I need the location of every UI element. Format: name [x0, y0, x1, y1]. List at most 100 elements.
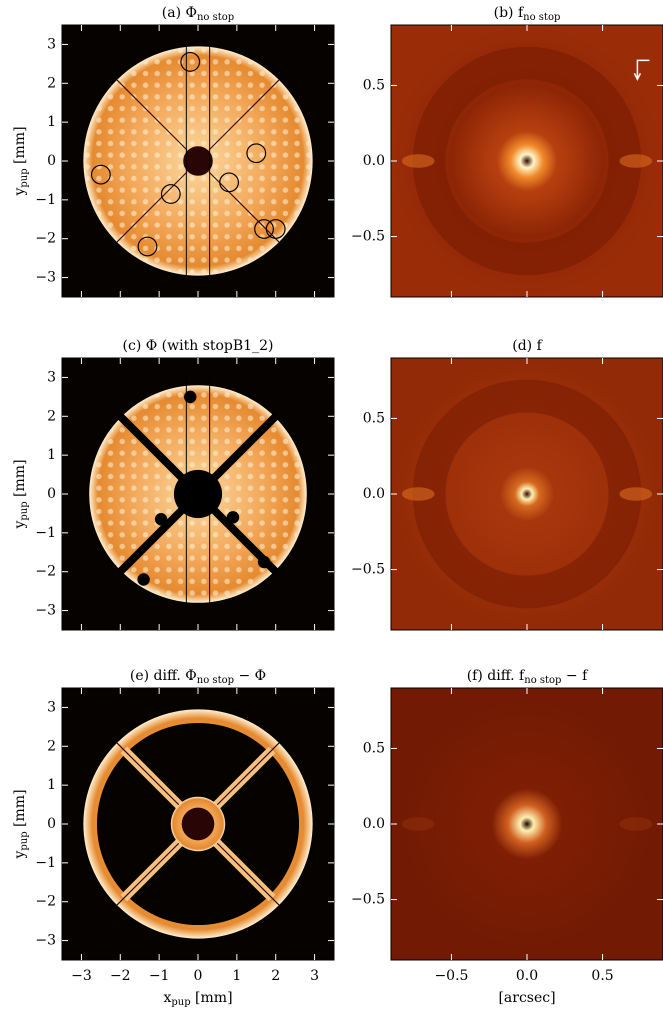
defect-circle	[219, 172, 239, 193]
x-axis-label-part: x	[163, 990, 171, 1006]
x-axis-label-part: [mm]	[191, 990, 233, 1006]
y-tick-label: −2	[35, 231, 56, 247]
image	[62, 688, 334, 960]
spider	[211, 837, 280, 906]
panel: −0.5 0.0 0.5 −0.5 0.0 0.5 (f) diff. fno stop −…	[351, 668, 663, 1006]
y-tick-label: 1	[47, 114, 56, 130]
spider	[116, 412, 190, 486]
panel-title-part: (e) diff. Φ	[130, 668, 197, 684]
panel-title-part: (f) diff. f	[467, 668, 526, 684]
pupil	[89, 377, 307, 611]
stop-blob	[257, 555, 271, 569]
y-axis-label-subscript: pup	[19, 501, 30, 520]
y-tick-label: 0.0	[363, 816, 385, 832]
y-tick-label: −1	[35, 855, 56, 871]
defect-circle	[90, 164, 111, 185]
spider	[116, 79, 188, 151]
y-tick-label: 0.5	[363, 77, 385, 93]
panel-title-subscript: no stop	[197, 12, 234, 23]
y-tick-label: −3	[35, 270, 56, 286]
side-lobe	[401, 154, 435, 168]
image	[62, 358, 334, 630]
panel: −0.5 0.0 0.5 (b) fno stop	[351, 5, 663, 298]
x-axis-label: xpup [mm]	[163, 990, 232, 1008]
panel-title-part: (b) f	[494, 5, 525, 21]
panel-title-subscript: no stop	[523, 12, 560, 23]
direction-arrow	[633, 59, 650, 82]
side-lobe	[619, 817, 653, 831]
y-axis-label-subscript: pup	[19, 831, 30, 850]
x-axis-label-part: [arcsec]	[498, 990, 555, 1006]
x-tick-label: −1	[149, 968, 170, 984]
panel-title-subscript: no stop	[524, 675, 561, 686]
x-axis-label-subscript: pup	[171, 997, 190, 1008]
y-tick-label: −0.5	[351, 562, 385, 578]
y-tick-label: 1	[47, 777, 56, 793]
stop-blob	[154, 513, 168, 526]
panel-title: (c) Φ (with stopB1_2)	[123, 338, 274, 354]
x-tick-label: 1	[232, 968, 241, 984]
x-tick-label: −0.5	[434, 968, 468, 984]
panel: −3 −2 −1 0 1 2 3 (c) Φ (with stopB1_2)ypup [mm]	[12, 338, 335, 631]
side-lobe	[401, 487, 435, 501]
panel-title: (a) Φno stop	[162, 5, 234, 23]
x-tick-label: 0	[194, 968, 203, 984]
y-tick-label: 0.0	[363, 153, 385, 169]
stop-blob	[184, 390, 197, 404]
image	[391, 25, 663, 297]
y-tick-label: 0	[47, 153, 56, 169]
y-axis-label: ypup [mm]	[12, 789, 30, 859]
y-tick-label: 0.0	[363, 486, 385, 502]
y-tick-label: −2	[35, 564, 56, 580]
y-axis-label-part: [mm]	[12, 126, 28, 168]
central-obscuration	[183, 146, 213, 176]
spider	[116, 742, 185, 811]
image	[391, 688, 663, 960]
y-tick-label: 0	[47, 486, 56, 502]
y-tick-label: −0.5	[351, 892, 385, 908]
panel-title-subscript: no stop	[197, 675, 234, 686]
y-tick-label: 3	[47, 699, 56, 715]
y-tick-label: −0.5	[351, 229, 385, 245]
panel-title-part: (a) Φ	[162, 5, 197, 21]
y-tick-label: −1	[35, 525, 56, 541]
stop-blob	[226, 511, 240, 524]
x-tick-label: 2	[271, 968, 280, 984]
defect-circle	[160, 184, 181, 204]
spider	[116, 502, 190, 576]
spider	[206, 412, 280, 486]
y-axis-label-part: [mm]	[12, 459, 28, 501]
y-tick-label: 3	[47, 36, 56, 52]
image	[391, 358, 663, 630]
stop-blob	[137, 573, 150, 586]
y-tick-label: 2	[47, 408, 56, 424]
y-tick-label: −3	[35, 933, 56, 949]
panel-title: (e) diff. Φno stop − Φ	[130, 668, 266, 686]
panel-title-part: − Φ	[234, 668, 266, 684]
panel: −0.5 0.0 0.5 (d) f	[351, 338, 663, 631]
panel: −3 −2 −1 0 1 2 3 −3 −2 −1 0 1 2 3 (e) diff. Φno stop −…	[12, 668, 335, 1008]
side-lobe	[619, 487, 653, 501]
x-tick-label: −2	[110, 968, 131, 984]
y-tick-label: 1	[47, 447, 56, 463]
spider	[208, 79, 280, 151]
x-tick-label: 0.5	[591, 968, 613, 984]
pupil	[83, 44, 313, 278]
y-tick-label: 2	[47, 738, 56, 754]
central-obscuration	[181, 807, 215, 841]
y-axis-label-subscript: pup	[19, 168, 30, 187]
y-axis-label-part: y	[12, 851, 28, 860]
defect-circle	[254, 219, 274, 239]
y-tick-label: −1	[35, 192, 56, 208]
defect-circle	[265, 219, 286, 239]
panel-title-part: (d) f	[512, 338, 543, 354]
x-tick-label: −3	[71, 968, 92, 984]
y-tick-label: 0.5	[363, 410, 385, 426]
spider	[116, 837, 185, 906]
spider	[208, 171, 280, 243]
image	[62, 25, 334, 297]
panel-title: (b) fno stop	[494, 5, 561, 23]
spider	[211, 742, 280, 811]
